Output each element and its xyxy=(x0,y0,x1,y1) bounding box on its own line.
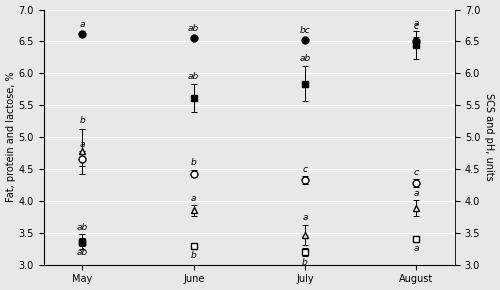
Text: c: c xyxy=(414,22,418,31)
Text: ab: ab xyxy=(300,53,310,63)
Text: c: c xyxy=(302,164,308,173)
Text: a: a xyxy=(414,189,419,198)
Text: c: c xyxy=(414,168,418,177)
Text: a: a xyxy=(80,20,85,29)
Text: b: b xyxy=(80,116,86,125)
Text: a: a xyxy=(302,213,308,222)
Text: a: a xyxy=(191,194,196,203)
Text: ab: ab xyxy=(77,222,88,231)
Text: bc: bc xyxy=(300,26,310,35)
Text: a: a xyxy=(414,19,419,28)
Text: ab: ab xyxy=(77,248,88,257)
Text: ab: ab xyxy=(188,72,200,81)
Text: b: b xyxy=(191,158,196,167)
Text: ab: ab xyxy=(188,23,200,32)
Text: b: b xyxy=(191,251,196,260)
Text: a: a xyxy=(414,244,419,253)
Text: a: a xyxy=(80,139,85,148)
Y-axis label: SCS and pH, units: SCS and pH, units xyxy=(484,93,494,181)
Text: b: b xyxy=(302,258,308,267)
Y-axis label: Fat, protein and lactose, %: Fat, protein and lactose, % xyxy=(6,72,16,202)
